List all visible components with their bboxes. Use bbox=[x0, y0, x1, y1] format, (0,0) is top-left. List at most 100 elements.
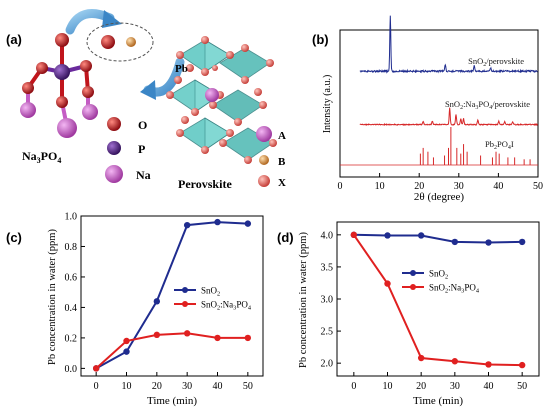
x-tick-label: 20 bbox=[152, 381, 162, 392]
xrd-plot-frame bbox=[339, 29, 539, 178]
perovskite-label: Perovskite bbox=[178, 177, 232, 191]
perovskite-a-site bbox=[205, 88, 219, 102]
panel-a-label: (a) bbox=[6, 32, 22, 47]
series-line-1 bbox=[95, 332, 248, 370]
data-point bbox=[451, 358, 459, 365]
legend-o-label: O bbox=[138, 118, 147, 132]
y-tick-label: 1.0 bbox=[65, 212, 78, 223]
na3po4-molecule bbox=[20, 33, 98, 138]
x-tick-label: 10 bbox=[122, 381, 132, 392]
xrd-series-line bbox=[359, 107, 539, 127]
data-point bbox=[417, 232, 425, 239]
data-point bbox=[183, 330, 191, 337]
y-tick-label: 0.6 bbox=[65, 272, 78, 283]
x-tick-label: 40 bbox=[213, 381, 223, 392]
panel-d-label: (d) bbox=[277, 230, 294, 245]
data-point bbox=[183, 221, 191, 229]
xrd-xtick-label: 40 bbox=[493, 181, 503, 192]
chart-c-xlabel: Time (min) bbox=[147, 395, 197, 407]
data-point bbox=[214, 218, 221, 226]
y-tick-label: 3.5 bbox=[321, 262, 334, 273]
legend-marker bbox=[410, 284, 416, 290]
legend-marker bbox=[182, 287, 188, 293]
xrd-curve-label-sno2: SnO2/perovskite bbox=[468, 56, 524, 68]
x-tick-label: 50 bbox=[517, 381, 527, 392]
x-tick-label: 10 bbox=[383, 381, 393, 392]
data-point bbox=[384, 232, 391, 239]
data-point bbox=[451, 238, 459, 246]
y-tick-label: 3.0 bbox=[321, 295, 334, 306]
series-line-0 bbox=[95, 221, 248, 370]
legend-label: SnO2 bbox=[429, 269, 448, 281]
pb-label: Pb bbox=[175, 63, 188, 75]
legend-label: SnO2:Na3PO4 bbox=[201, 300, 252, 312]
x-tick-label: 20 bbox=[416, 381, 426, 392]
y-tick-label: 0.8 bbox=[65, 242, 78, 253]
chart-c-ylabel: Pb concentration in water (ppm) bbox=[47, 229, 58, 365]
y-tick-label: 4.0 bbox=[321, 230, 334, 241]
chart-c: Pb concentration in water (ppm) Time (mi… bbox=[47, 212, 264, 407]
series-line-0 bbox=[353, 233, 523, 244]
chart-c-frame bbox=[80, 215, 264, 377]
y-tick-label: 2.5 bbox=[321, 327, 334, 338]
legend-label: SnO2 bbox=[201, 286, 220, 298]
panel-c-label: (c) bbox=[6, 230, 22, 245]
y-tick-label: 2.0 bbox=[321, 359, 334, 370]
schematic-svg: Na3PO4 bbox=[20, 9, 286, 191]
chart-d-xlabel: Time (min) bbox=[413, 395, 463, 407]
y-tick-label: 0.0 bbox=[65, 364, 78, 375]
legend-left: O P Na bbox=[105, 117, 151, 183]
xrd-xtick-label: 30 bbox=[454, 181, 464, 192]
data-point bbox=[518, 361, 526, 369]
series-line-1 bbox=[352, 234, 523, 367]
x-tick-label: 0 bbox=[94, 381, 99, 392]
legend-right: A B X bbox=[256, 126, 286, 189]
panel-b-label: (b) bbox=[312, 32, 329, 47]
data-point bbox=[350, 231, 358, 239]
xrd-xtick-label: 50 bbox=[533, 181, 543, 192]
perovskite-x-atoms bbox=[166, 36, 277, 164]
y-tick-label: 0.2 bbox=[65, 333, 78, 344]
xrd-curve-label-pb2po4i: Pb2PO4I bbox=[485, 139, 514, 151]
legend-marker bbox=[182, 301, 188, 307]
xrd-xtick-label: 0 bbox=[338, 181, 343, 192]
legend-x-label: X bbox=[278, 177, 286, 189]
xrd-ylabel: Intensity (a.u.) bbox=[322, 75, 333, 134]
legend-b-label: B bbox=[278, 156, 286, 168]
chart-d: Pb concentration in water (ppm) Time (mi… bbox=[298, 221, 540, 407]
data-point bbox=[153, 331, 161, 339]
data-point bbox=[244, 334, 252, 342]
data-point bbox=[214, 334, 221, 342]
data-point bbox=[485, 361, 492, 368]
xrd-xtick-label: 20 bbox=[414, 181, 424, 192]
legend-label: SnO2:Na3PO4 bbox=[429, 283, 480, 295]
x-tick-label: 30 bbox=[182, 381, 192, 392]
y-tick-label: 0.4 bbox=[65, 303, 78, 314]
legend-marker bbox=[410, 270, 416, 276]
data-point bbox=[244, 220, 252, 227]
legend-a-label: A bbox=[278, 130, 286, 142]
na3po4-label: Na3PO4 bbox=[22, 149, 61, 165]
data-point bbox=[153, 298, 161, 305]
panel-c: (c) Pb concentration in water (ppm) Time… bbox=[0, 205, 275, 409]
data-point bbox=[384, 280, 391, 287]
chart-d-ylabel: Pb concentration in water (ppm) bbox=[298, 232, 309, 368]
xrd-xtick-label: 10 bbox=[375, 181, 385, 192]
panel-b: (b) Intensity (a.u.) 2θ (degree) SnO2/pe… bbox=[290, 0, 550, 205]
data-point bbox=[123, 348, 130, 355]
data-point bbox=[123, 337, 130, 345]
x-tick-label: 30 bbox=[450, 381, 460, 392]
legend-na-label: Na bbox=[136, 168, 151, 182]
chart-d-frame bbox=[336, 221, 540, 377]
panel-a: (a) bbox=[0, 0, 290, 200]
x-tick-label: 50 bbox=[243, 381, 253, 392]
data-point bbox=[518, 238, 526, 246]
xrd-chart: Intensity (a.u.) 2θ (degree) SnO2/perovs… bbox=[322, 15, 543, 203]
xrd-curve-label-na3po4: SnO2:Na3PO4/perovskite bbox=[445, 99, 530, 111]
xrd-xlabel: 2θ (degree) bbox=[414, 191, 464, 203]
x-tick-label: 0 bbox=[351, 381, 356, 392]
data-point bbox=[417, 354, 425, 362]
xrd-series-line bbox=[359, 15, 538, 74]
binding-ellipse bbox=[86, 22, 154, 62]
panel-d: (d) Pb concentration in water (ppm) Time… bbox=[275, 205, 550, 409]
